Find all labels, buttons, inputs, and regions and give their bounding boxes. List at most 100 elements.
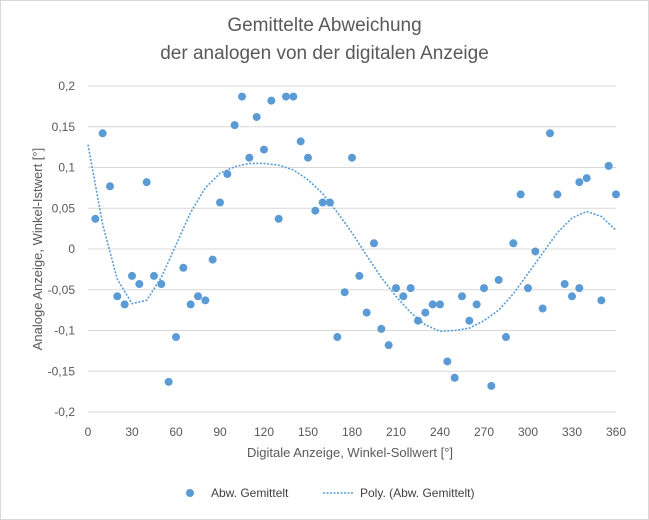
data-point [164, 377, 173, 386]
x-tick-labels: 0 30 60 90 120 150 180 210 240 270 300 330 360 [85, 425, 627, 439]
x-tick-label: 240 [430, 425, 450, 439]
data-point [465, 316, 474, 325]
data-point [362, 308, 371, 317]
data-point [604, 161, 613, 170]
data-point [531, 247, 540, 256]
data-point [355, 271, 364, 280]
data-point [113, 292, 122, 301]
x-tick-label: 360 [606, 425, 626, 439]
trendline [87, 144, 617, 333]
data-point [142, 178, 151, 187]
legend-label-trend: Poly. (Abw. Gemittelt) [360, 486, 474, 500]
data-point [91, 214, 100, 223]
data-point [612, 190, 620, 199]
data-point [238, 92, 246, 101]
data-point [318, 198, 327, 207]
y-axis-label: Analoge Anzeige, Winkel-Istwert [°] [30, 148, 45, 350]
data-point [487, 381, 496, 390]
data-point [399, 292, 408, 301]
legend-marker-points [186, 489, 194, 497]
data-point [392, 284, 400, 293]
y-tick-label: -0,05 [48, 283, 76, 297]
data-point [421, 308, 430, 317]
data-point [568, 292, 576, 301]
x-tick-label: 270 [474, 425, 494, 439]
data-point [230, 121, 239, 130]
y-tick-label: 0,15 [52, 120, 76, 134]
x-tick-label: 330 [562, 425, 582, 439]
data-point [106, 182, 114, 191]
x-tick-label: 210 [386, 425, 406, 439]
y-tick-label: 0,2 [58, 79, 75, 93]
data-point [384, 341, 393, 350]
data-point [282, 92, 290, 101]
data-point [575, 178, 584, 187]
x-tick-label: 30 [125, 425, 139, 439]
data-point [436, 300, 444, 309]
y-tick-label: 0,1 [58, 161, 75, 175]
data-point [509, 239, 518, 248]
data-point [304, 153, 312, 162]
data-point [252, 112, 261, 121]
data-point [502, 333, 510, 342]
x-tick-label: 90 [213, 425, 227, 439]
data-point [582, 174, 591, 183]
y-tick-label: -0,15 [48, 364, 76, 378]
data-point [340, 288, 349, 297]
data-point [208, 255, 217, 264]
x-tick-label: 60 [169, 425, 183, 439]
data-point [135, 280, 144, 289]
data-point [194, 292, 202, 301]
legend-label-points: Abw. Gemittelt [211, 486, 289, 500]
data-point [414, 316, 422, 325]
y-tick-label: 0 [68, 242, 75, 256]
data-point [458, 292, 466, 301]
y-tick-label: 0,05 [52, 201, 76, 215]
data-point [260, 145, 268, 154]
x-tick-label: 150 [298, 425, 318, 439]
data-point [472, 300, 481, 309]
data-point [560, 280, 569, 289]
data-point [98, 129, 107, 138]
data-point [443, 357, 452, 366]
data-point [157, 280, 166, 289]
data-point [296, 137, 305, 146]
data-point [370, 239, 378, 248]
x-tick-label: 120 [254, 425, 274, 439]
data-point [348, 153, 356, 162]
data-point [311, 206, 320, 215]
data-point [516, 190, 525, 199]
data-point [597, 296, 606, 305]
data-point [201, 296, 210, 305]
x-tick-label: 300 [518, 425, 538, 439]
legend: Abw. Gemittelt Poly. (Abw. Gemittelt) [186, 486, 474, 500]
x-tick-label: 180 [342, 425, 362, 439]
data-point [245, 153, 254, 162]
data-point [480, 284, 488, 293]
data-point [216, 198, 224, 207]
trendline-group [87, 144, 617, 333]
data-point [553, 190, 562, 199]
data-point [179, 263, 188, 272]
chart-title-line1: Gemittelte Abweichung [227, 15, 422, 36]
data-point [428, 300, 437, 309]
data-point [267, 96, 276, 105]
chart-title-line2: der analogen von der digitalen Anzeige [160, 43, 489, 64]
y-tick-label: -0,1 [54, 324, 75, 338]
data-point [524, 284, 532, 293]
data-point [326, 198, 334, 207]
data-point [120, 300, 129, 309]
data-point [289, 92, 298, 101]
y-tick-label: -0,2 [54, 405, 75, 419]
data-point [274, 214, 283, 223]
x-tick-label: 0 [85, 425, 92, 439]
data-points-group [91, 92, 620, 390]
data-point [150, 271, 158, 280]
data-point [172, 333, 180, 342]
data-point [186, 300, 195, 309]
data-point [575, 284, 584, 293]
data-point [450, 373, 459, 382]
x-axis-label: Digitale Anzeige, Winkel-Sollwert [°] [247, 445, 453, 460]
